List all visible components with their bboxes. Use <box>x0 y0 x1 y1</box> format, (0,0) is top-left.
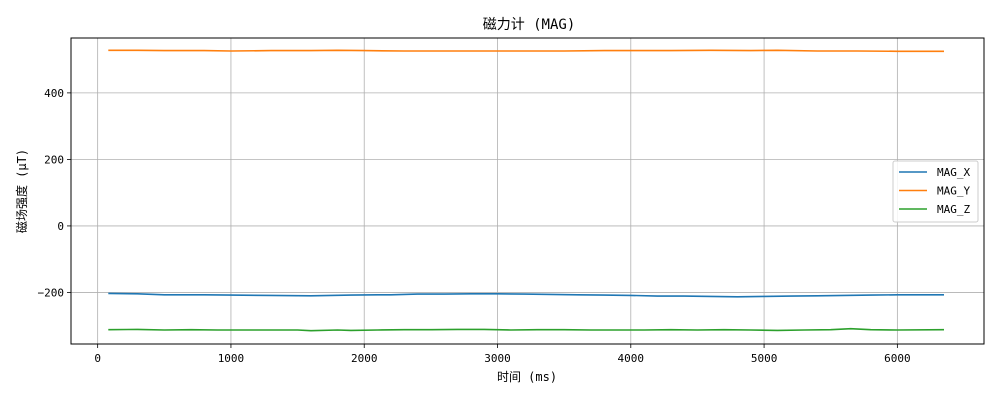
x-tick-label: 5000 <box>751 352 778 365</box>
legend-label: MAG_Z <box>937 203 970 216</box>
legend-label: MAG_X <box>937 166 970 179</box>
x-tick-label: 2000 <box>351 352 378 365</box>
series-line-mag-x <box>108 292 944 298</box>
legend-box <box>892 160 979 223</box>
y-tick-label: −200 <box>38 286 65 299</box>
x-tick-label: 6000 <box>884 352 911 365</box>
x-axis-ticks: 0 1000 2000 3000 4000 5000 6000 <box>94 344 911 365</box>
x-tick-label: 0 <box>94 352 101 365</box>
y-tick-label: 0 <box>57 220 64 233</box>
legend: MAG_X MAG_Y MAG_Z <box>892 160 979 223</box>
legend-label: MAG_Y <box>937 185 970 198</box>
y-axis-ticks: −200 0 200 400 <box>38 87 71 299</box>
series-line-mag-y <box>108 49 944 53</box>
series-line-mag-z <box>108 327 945 332</box>
chart-title: 磁力计 (MAG) <box>483 17 576 33</box>
x-tick-label: 1000 <box>218 352 245 365</box>
y-axis-label: 磁场强度 (μT) <box>14 149 29 233</box>
grid <box>71 38 984 344</box>
x-tick-label: 4000 <box>618 352 645 365</box>
y-tick-label: 200 <box>44 153 64 166</box>
x-axis-label: 时间 (ms) <box>497 370 557 384</box>
y-tick-label: 400 <box>44 87 64 100</box>
series-layer <box>108 49 945 332</box>
plot-frame <box>70 37 985 345</box>
x-tick-label: 3000 <box>484 352 511 365</box>
